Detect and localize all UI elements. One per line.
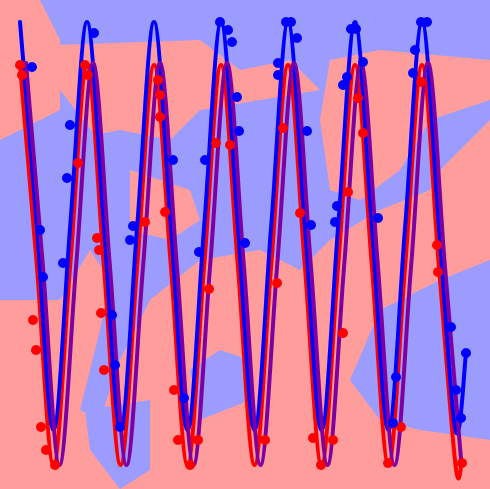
point	[461, 348, 471, 358]
point	[80, 60, 90, 70]
point	[342, 72, 352, 82]
point	[410, 45, 420, 55]
curve	[18, 19, 468, 436]
point	[94, 245, 104, 255]
point	[58, 258, 68, 268]
point	[31, 345, 41, 355]
point	[330, 217, 340, 227]
point	[169, 385, 179, 395]
point	[302, 126, 312, 136]
point	[338, 328, 348, 338]
point	[433, 267, 443, 277]
point	[107, 310, 117, 320]
point	[83, 70, 93, 80]
point	[358, 128, 368, 138]
point	[153, 75, 163, 85]
point	[396, 422, 406, 432]
point	[15, 60, 25, 70]
point	[168, 155, 178, 165]
point	[27, 62, 37, 72]
point	[50, 460, 60, 470]
point	[278, 123, 288, 133]
point	[110, 360, 120, 370]
point	[292, 33, 302, 43]
point	[432, 240, 442, 250]
point	[140, 217, 150, 227]
point	[388, 418, 398, 428]
point	[446, 322, 456, 332]
point	[96, 308, 106, 318]
point	[273, 58, 283, 68]
point	[194, 247, 204, 257]
point	[295, 208, 305, 218]
point	[332, 201, 342, 211]
point	[338, 80, 348, 90]
point	[286, 17, 296, 27]
point	[408, 68, 418, 78]
point	[234, 126, 244, 136]
point	[223, 25, 233, 35]
point	[240, 238, 250, 248]
point	[456, 413, 466, 423]
point	[193, 435, 203, 445]
point	[306, 220, 316, 230]
point	[211, 138, 221, 148]
point	[328, 435, 338, 445]
point	[99, 365, 109, 375]
point	[416, 77, 426, 87]
point	[353, 93, 363, 103]
point	[41, 445, 51, 455]
point	[204, 284, 214, 294]
point	[128, 221, 138, 231]
point	[173, 435, 183, 445]
point	[358, 57, 368, 67]
point	[73, 158, 83, 168]
point	[160, 207, 170, 217]
point	[36, 422, 46, 432]
point	[383, 458, 393, 468]
point	[200, 155, 210, 165]
point	[35, 225, 45, 235]
point	[391, 372, 401, 382]
point	[215, 17, 225, 27]
point	[316, 460, 326, 470]
point	[62, 173, 72, 183]
point	[179, 393, 189, 403]
point	[260, 435, 270, 445]
point	[272, 278, 282, 288]
point	[115, 422, 125, 432]
point	[308, 433, 318, 443]
curve	[24, 60, 464, 468]
point	[92, 233, 102, 243]
point	[373, 213, 383, 223]
point	[65, 120, 75, 130]
point	[89, 28, 99, 38]
point	[38, 272, 48, 282]
point	[457, 458, 467, 468]
point	[273, 70, 283, 80]
point	[155, 90, 165, 100]
point	[17, 70, 27, 80]
point	[343, 187, 353, 197]
point	[422, 17, 432, 27]
point	[227, 37, 237, 47]
point	[185, 460, 195, 470]
point	[451, 385, 461, 395]
region-red	[55, 40, 320, 140]
point	[28, 315, 38, 325]
point	[125, 235, 135, 245]
point	[232, 92, 242, 102]
point	[351, 24, 361, 34]
point	[155, 112, 165, 122]
point	[225, 140, 235, 150]
